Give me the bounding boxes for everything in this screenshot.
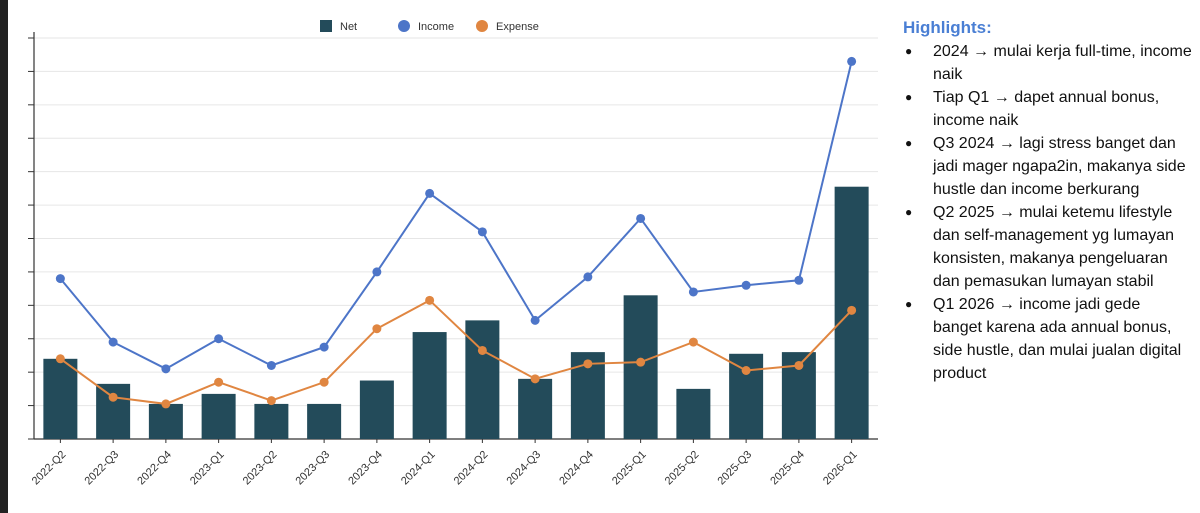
point-income-2022-Q2 <box>55 274 65 284</box>
bar-net-2024-Q3 <box>518 378 553 439</box>
highlight-item: Tiap Q1 → dapet annual bonus, income nai… <box>903 86 1193 132</box>
x-tick-label: 2024-Q4 <box>557 449 596 488</box>
point-expense-2025-Q3 <box>741 365 751 375</box>
x-tick-label: 2026-Q1 <box>821 449 860 488</box>
point-expense-2022-Q4 <box>161 399 171 409</box>
bar-net-2023-Q2 <box>254 403 289 439</box>
point-expense-2026-Q1 <box>847 305 857 315</box>
x-tick-label: 2024-Q2 <box>452 449 491 488</box>
window-frame-edge <box>0 0 8 513</box>
x-tick-label: 2023-Q3 <box>293 449 332 488</box>
point-expense-2022-Q3 <box>108 392 118 402</box>
chart-canvas: 2022-Q2 2022-Q3 2022-Q4 2023-Q1 2023-Q2 2023-… <box>28 20 878 488</box>
point-income-2023-Q4 <box>372 267 382 277</box>
point-income-2022-Q4 <box>161 364 171 374</box>
point-income-2025-Q2 <box>688 287 698 297</box>
highlights-panel: Highlights: 2024 → mulai kerja full-time… <box>903 18 1193 385</box>
point-income-2024-Q2 <box>477 227 487 237</box>
x-tick-label: 2022-Q3 <box>82 449 121 488</box>
bar-net-2022-Q4 <box>148 403 183 439</box>
point-expense-2023-Q1 <box>214 377 224 387</box>
highlight-item: Q2 2025 → mulai ketemu lifestyle dan sel… <box>903 201 1193 293</box>
point-expense-2025-Q2 <box>688 337 698 347</box>
point-income-2023-Q1 <box>214 334 224 344</box>
x-tick-label: 2023-Q4 <box>346 449 385 488</box>
point-income-2023-Q2 <box>266 360 276 370</box>
x-tick-label: 2023-Q2 <box>241 449 280 488</box>
point-expense-2025-Q1 <box>636 357 646 367</box>
bar-net-2023-Q3 <box>307 403 342 439</box>
point-expense-2022-Q2 <box>55 354 65 364</box>
bar-net-2024-Q1 <box>412 332 447 439</box>
bar-net-2025-Q1 <box>623 295 658 439</box>
point-income-2025-Q1 <box>636 213 646 223</box>
x-tick-label: 2025-Q3 <box>715 449 754 488</box>
highlight-item: Q3 2024 → lagi stress banget dan jadi ma… <box>903 132 1193 201</box>
bar-net-2022-Q2 <box>43 358 78 439</box>
highlight-item: Q1 2026 → income jadi gede banget karena… <box>903 293 1193 385</box>
bar-net-2025-Q2 <box>676 388 711 439</box>
x-tick-label: 2023-Q1 <box>188 449 227 488</box>
x-tick-label: 2025-Q2 <box>663 449 702 488</box>
point-expense-2023-Q4 <box>372 324 382 334</box>
point-income-2024-Q1 <box>425 188 435 198</box>
point-income-2023-Q3 <box>319 342 329 352</box>
legend-label-net: Net <box>340 21 357 33</box>
point-expense-2024-Q2 <box>477 345 487 355</box>
point-income-2024-Q4 <box>583 272 593 282</box>
chart: 2022-Q2 2022-Q3 2022-Q4 2023-Q1 2023-Q2 2023-… <box>10 0 890 513</box>
x-tick-label: 2025-Q1 <box>610 449 649 488</box>
point-income-2025-Q3 <box>741 280 751 290</box>
legend-swatch-income <box>398 20 410 32</box>
point-expense-2023-Q2 <box>266 396 276 406</box>
x-tick-label: 2022-Q2 <box>30 449 69 488</box>
highlight-item: 2024 → mulai kerja full-time, income nai… <box>903 40 1193 86</box>
point-expense-2023-Q3 <box>319 377 329 387</box>
point-income-2026-Q1 <box>847 56 857 66</box>
point-income-2022-Q3 <box>108 337 118 347</box>
bar-net-2022-Q3 <box>96 383 131 439</box>
point-expense-2025-Q4 <box>794 360 804 370</box>
point-expense-2024-Q1 <box>425 295 435 305</box>
x-tick-label: 2025-Q4 <box>768 449 807 488</box>
legend-label-income: Income <box>418 21 454 33</box>
x-tick-label: 2024-Q3 <box>504 449 543 488</box>
bar-net-2023-Q1 <box>201 393 236 439</box>
point-expense-2024-Q4 <box>583 359 593 369</box>
line-income <box>59 61 853 370</box>
x-tick-label: 2024-Q1 <box>399 449 438 488</box>
legend-label-expense: Expense <box>496 21 539 33</box>
highlights-list: 2024 → mulai kerja full-time, income nai… <box>903 40 1193 385</box>
legend-swatch-expense <box>476 20 488 32</box>
line-expense <box>59 299 853 405</box>
legend-swatch-net <box>320 20 332 32</box>
highlights-title: Highlights: <box>903 18 992 37</box>
point-income-2024-Q3 <box>530 315 540 325</box>
bar-net-2023-Q4 <box>359 380 394 439</box>
x-tick-label: 2022-Q4 <box>135 449 174 488</box>
point-income-2025-Q4 <box>794 275 804 285</box>
point-expense-2024-Q3 <box>530 374 540 384</box>
